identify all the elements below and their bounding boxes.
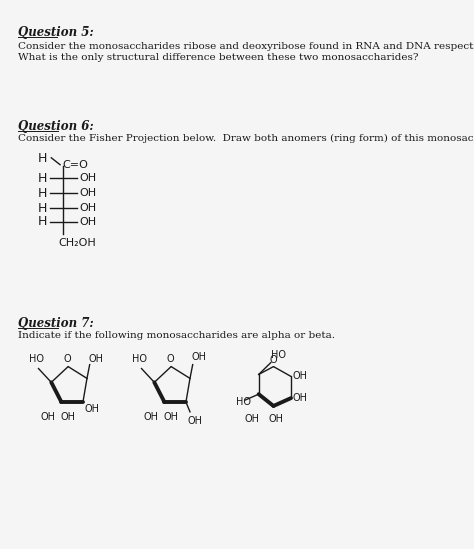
- Text: Consider the monosaccharides ribose and deoxyribose found in RNA and DNA respect: Consider the monosaccharides ribose and …: [18, 42, 474, 51]
- Text: OH: OH: [80, 203, 97, 213]
- Text: H: H: [38, 215, 47, 228]
- Text: HO: HO: [29, 354, 44, 363]
- Text: Indicate if the following monosaccharides are alpha or beta.: Indicate if the following monosaccharide…: [18, 331, 335, 340]
- Text: O: O: [270, 355, 277, 365]
- Text: OH: OH: [61, 412, 76, 422]
- Text: Question 5:: Question 5:: [18, 26, 93, 39]
- Text: H: H: [38, 201, 47, 215]
- Text: OH: OH: [187, 416, 202, 426]
- Text: Question 7:: Question 7:: [18, 317, 93, 330]
- Text: OH: OH: [88, 354, 103, 363]
- Text: OH: OH: [144, 412, 158, 422]
- Text: OH: OH: [164, 412, 179, 422]
- Text: Question 6:: Question 6:: [18, 120, 93, 133]
- Text: C=O: C=O: [62, 160, 88, 170]
- Text: OH: OH: [40, 412, 55, 422]
- Text: O: O: [64, 354, 71, 363]
- Text: OH: OH: [292, 393, 307, 403]
- Text: OH: OH: [84, 404, 99, 414]
- Text: OH: OH: [80, 173, 97, 183]
- Text: OH: OH: [191, 352, 206, 362]
- Text: HO: HO: [272, 350, 286, 360]
- Text: OH: OH: [80, 217, 97, 227]
- Text: HO: HO: [132, 354, 147, 363]
- Text: O: O: [167, 354, 174, 363]
- Text: OH: OH: [80, 188, 97, 198]
- Text: OH: OH: [269, 414, 283, 424]
- Text: CH₂OH: CH₂OH: [58, 238, 96, 248]
- Text: H: H: [38, 187, 47, 200]
- Text: H: H: [38, 152, 47, 165]
- Text: OH: OH: [245, 414, 259, 424]
- Text: What is the only structural difference between these two monosaccharides?: What is the only structural difference b…: [18, 53, 418, 63]
- Text: HO: HO: [237, 397, 251, 407]
- Text: Consider the Fisher Projection below.  Draw both anomers (ring form) of this mon: Consider the Fisher Projection below. Dr…: [18, 134, 474, 143]
- Text: H: H: [38, 172, 47, 185]
- Text: OH: OH: [292, 372, 307, 382]
